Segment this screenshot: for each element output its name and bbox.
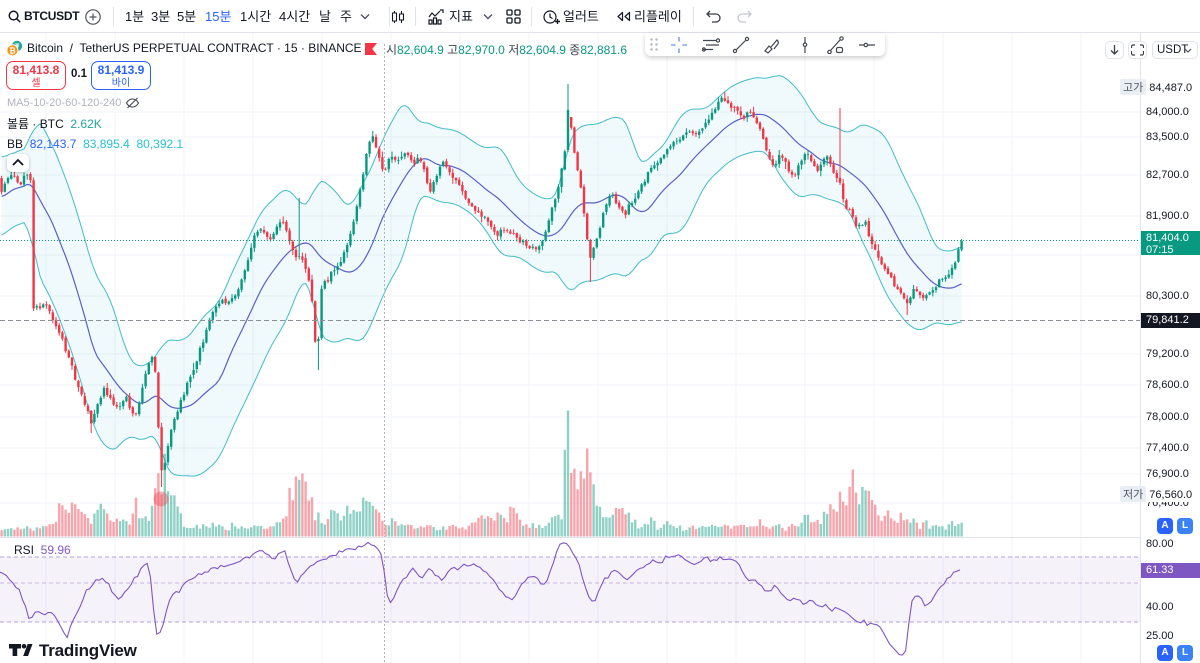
svg-text:₿: ₿ [9,46,16,55]
svg-text:₮: ₮ [15,42,20,51]
